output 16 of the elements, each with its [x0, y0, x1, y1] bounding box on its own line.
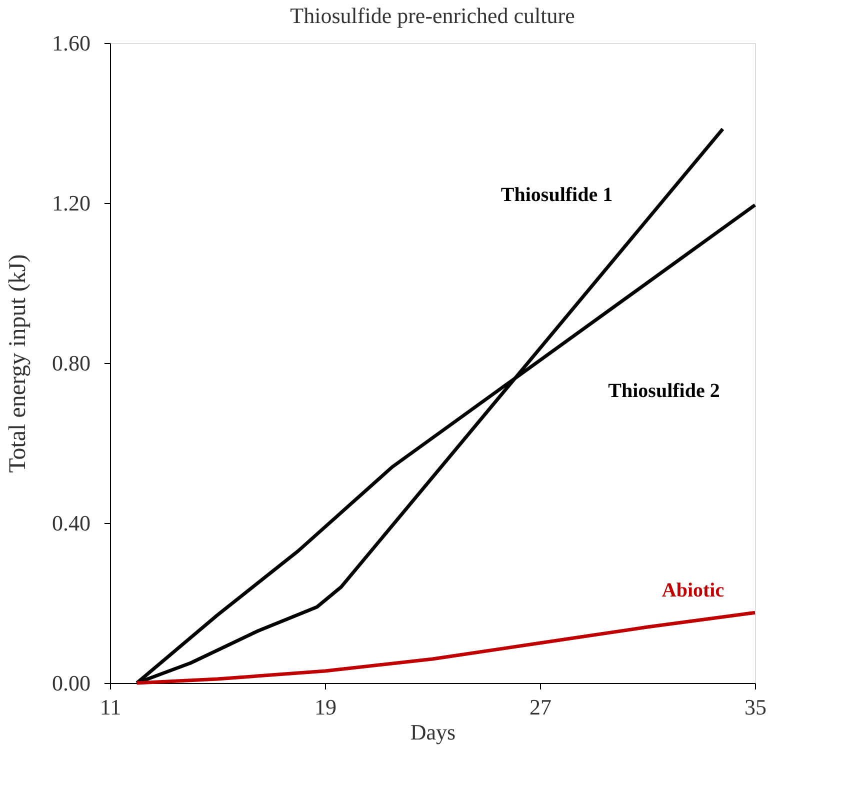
text: Thiosulfide 2	[608, 380, 720, 402]
y-tick-label: 0.80	[52, 350, 90, 376]
x-axis-title: Days	[410, 720, 456, 744]
series-label: Abiotic	[662, 580, 724, 602]
y-tick-label: 0.00	[52, 670, 90, 696]
x-tick-label: 11	[100, 694, 122, 720]
x-tick-label: 35	[744, 694, 766, 720]
y-tick-label: 1.20	[52, 190, 90, 216]
chart-title: Thiosulfide pre-enriched culture	[290, 3, 575, 28]
y-tick-label: 0.40	[52, 510, 90, 536]
x-tick-label: 27	[530, 694, 552, 720]
series-label: Thiosulfide 1	[500, 184, 613, 206]
x-tick-label: 19	[314, 694, 336, 720]
y-tick-label: 1.60	[52, 30, 90, 56]
y-axis-title: Total energy input (kJ)	[5, 254, 31, 473]
line-series	[135, 610, 757, 685]
